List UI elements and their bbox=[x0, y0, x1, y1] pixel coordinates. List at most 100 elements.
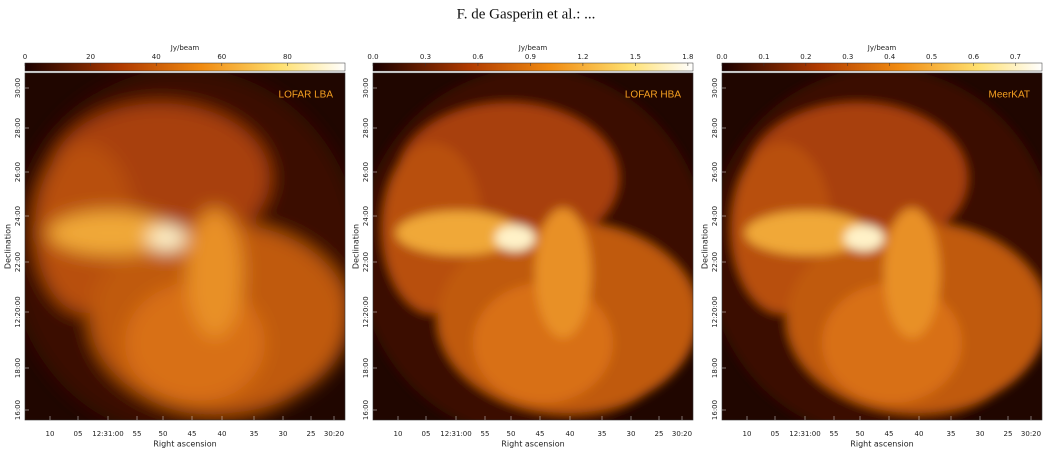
x-tick-label: 55 bbox=[830, 430, 839, 438]
figure-header: F. de Gasperin et al.: ... bbox=[457, 6, 596, 22]
x-axis-label: Right ascension bbox=[850, 440, 913, 449]
x-tick-label: 40 bbox=[218, 430, 227, 438]
x-tick-label: 30 bbox=[627, 430, 636, 438]
x-tick-label: 05 bbox=[771, 430, 780, 438]
image-frame bbox=[372, 72, 694, 421]
x-axis-label: Right ascension bbox=[501, 440, 564, 449]
emission-region bbox=[495, 225, 535, 251]
y-tick-label: 12:20:00 bbox=[711, 296, 719, 327]
x-tick-label: 10 bbox=[46, 430, 55, 438]
colorbar-tick-label: 0.6 bbox=[968, 53, 980, 61]
x-tick-label: 12:31:00 bbox=[440, 430, 471, 438]
emission-region bbox=[745, 211, 869, 255]
emission-region bbox=[884, 208, 940, 338]
x-tick-label: 10 bbox=[743, 430, 752, 438]
x-tick-label: 55 bbox=[133, 430, 142, 438]
colorbar-tick-label: 1.5 bbox=[630, 53, 641, 61]
y-tick-label: 16:00 bbox=[14, 400, 22, 420]
colorbar-tick-label: 0.5 bbox=[926, 53, 937, 61]
panel: Jy/beam 0.0 0.3 0.6 0.9 1.2 1.5 1.8 LOFAR HBA 10 0… bbox=[352, 44, 694, 449]
colorbar-tick-label: 80 bbox=[283, 53, 292, 61]
x-tick-label: 30 bbox=[976, 430, 985, 438]
x-tick-label: 05 bbox=[422, 430, 431, 438]
colorbar-tick-label: 0.2 bbox=[800, 53, 811, 61]
emission-region bbox=[48, 211, 172, 255]
colorbar-tick-label: 20 bbox=[86, 53, 95, 61]
x-tick-label: 25 bbox=[307, 430, 316, 438]
image-frame bbox=[721, 72, 1043, 421]
colorbar bbox=[24, 62, 346, 72]
x-tick-label: 12:31:00 bbox=[92, 430, 123, 438]
panel-label: LOFAR HBA bbox=[625, 90, 681, 101]
x-tick-label: 35 bbox=[598, 430, 607, 438]
x-tick-label: 50 bbox=[159, 430, 168, 438]
x-tick-label: 25 bbox=[1004, 430, 1013, 438]
image-frame bbox=[24, 72, 346, 421]
y-tick-label: 30:00 bbox=[362, 78, 370, 98]
y-tick-label: 12:20:00 bbox=[362, 296, 370, 327]
colorbar-tick-label: 60 bbox=[217, 53, 226, 61]
colorbar-label: Jy/beam bbox=[170, 44, 200, 52]
colorbar-tick-label: 1.2 bbox=[577, 53, 588, 61]
emission-region bbox=[187, 208, 243, 338]
colorbar-tick-label: 0.4 bbox=[884, 53, 896, 61]
y-tick-label: 28:00 bbox=[362, 118, 370, 138]
colorbar bbox=[372, 62, 694, 72]
x-tick-label: 35 bbox=[250, 430, 259, 438]
y-tick-label: 26:00 bbox=[362, 162, 370, 182]
emission-region bbox=[844, 225, 884, 251]
y-axis-label: Declination bbox=[352, 224, 361, 269]
emission-region bbox=[147, 225, 187, 251]
colorbar-tick-label: 0 bbox=[23, 53, 27, 61]
colorbar-label: Jy/beam bbox=[518, 44, 548, 52]
x-tick-label: 50 bbox=[856, 430, 865, 438]
y-tick-label: 22:00 bbox=[362, 252, 370, 272]
colorbar-tick-label: 0.0 bbox=[367, 53, 378, 61]
y-tick-label: 30:00 bbox=[14, 78, 22, 98]
panel: Jy/beam 0 20 40 60 80 LOFAR LBA 10 05 12:31:00 55 5… bbox=[4, 44, 346, 449]
y-tick-label: 24:00 bbox=[14, 206, 22, 226]
y-tick-label: 22:00 bbox=[14, 252, 22, 272]
colorbar bbox=[721, 62, 1043, 72]
colorbar-tick-label: 0.7 bbox=[1010, 53, 1021, 61]
x-tick-label: 40 bbox=[566, 430, 575, 438]
x-tick-label: 12:31:00 bbox=[789, 430, 820, 438]
radio-image bbox=[373, 73, 693, 420]
y-tick-label: 16:00 bbox=[711, 400, 719, 420]
x-tick-label: 30:20 bbox=[672, 430, 692, 438]
y-tick-label: 26:00 bbox=[711, 162, 719, 182]
emission bbox=[722, 73, 1042, 420]
x-axis-label: Right ascension bbox=[153, 440, 216, 449]
radio-image bbox=[25, 73, 345, 420]
emission bbox=[25, 73, 345, 420]
y-tick-label: 24:00 bbox=[711, 206, 719, 226]
panel: Jy/beam 0.0 0.1 0.2 0.3 0.4 0.5 0.6 0.7 MeerKAT 10… bbox=[701, 44, 1043, 449]
x-tick-label: 45 bbox=[885, 430, 894, 438]
colorbar-tick-label: 0.0 bbox=[716, 53, 727, 61]
y-tick-label: 18:00 bbox=[14, 358, 22, 378]
y-tick-label: 18:00 bbox=[711, 358, 719, 378]
y-tick-label: 26:00 bbox=[14, 162, 22, 182]
x-tick-label: 10 bbox=[394, 430, 403, 438]
panel-label: LOFAR LBA bbox=[279, 90, 334, 101]
colorbar-tick-label: 0.9 bbox=[525, 53, 536, 61]
colorbar-tick-label: 1.8 bbox=[682, 53, 693, 61]
y-tick-label: 16:00 bbox=[362, 400, 370, 420]
radio-image bbox=[722, 73, 1042, 420]
emission-region bbox=[396, 211, 520, 255]
colorbar-tick-label: 40 bbox=[152, 53, 161, 61]
x-tick-label: 50 bbox=[507, 430, 516, 438]
x-tick-label: 30:20 bbox=[324, 430, 344, 438]
colorbar-tick-label: 0.3 bbox=[420, 53, 431, 61]
x-tick-label: 25 bbox=[655, 430, 664, 438]
x-tick-label: 40 bbox=[915, 430, 924, 438]
emission-region bbox=[535, 208, 591, 338]
x-tick-label: 30 bbox=[279, 430, 288, 438]
x-tick-label: 05 bbox=[74, 430, 83, 438]
y-tick-label: 30:00 bbox=[711, 78, 719, 98]
y-axis-label: Declination bbox=[701, 224, 710, 269]
x-tick-label: 45 bbox=[536, 430, 545, 438]
colorbar-tick-label: 0.1 bbox=[758, 53, 769, 61]
x-tick-label: 35 bbox=[947, 430, 956, 438]
